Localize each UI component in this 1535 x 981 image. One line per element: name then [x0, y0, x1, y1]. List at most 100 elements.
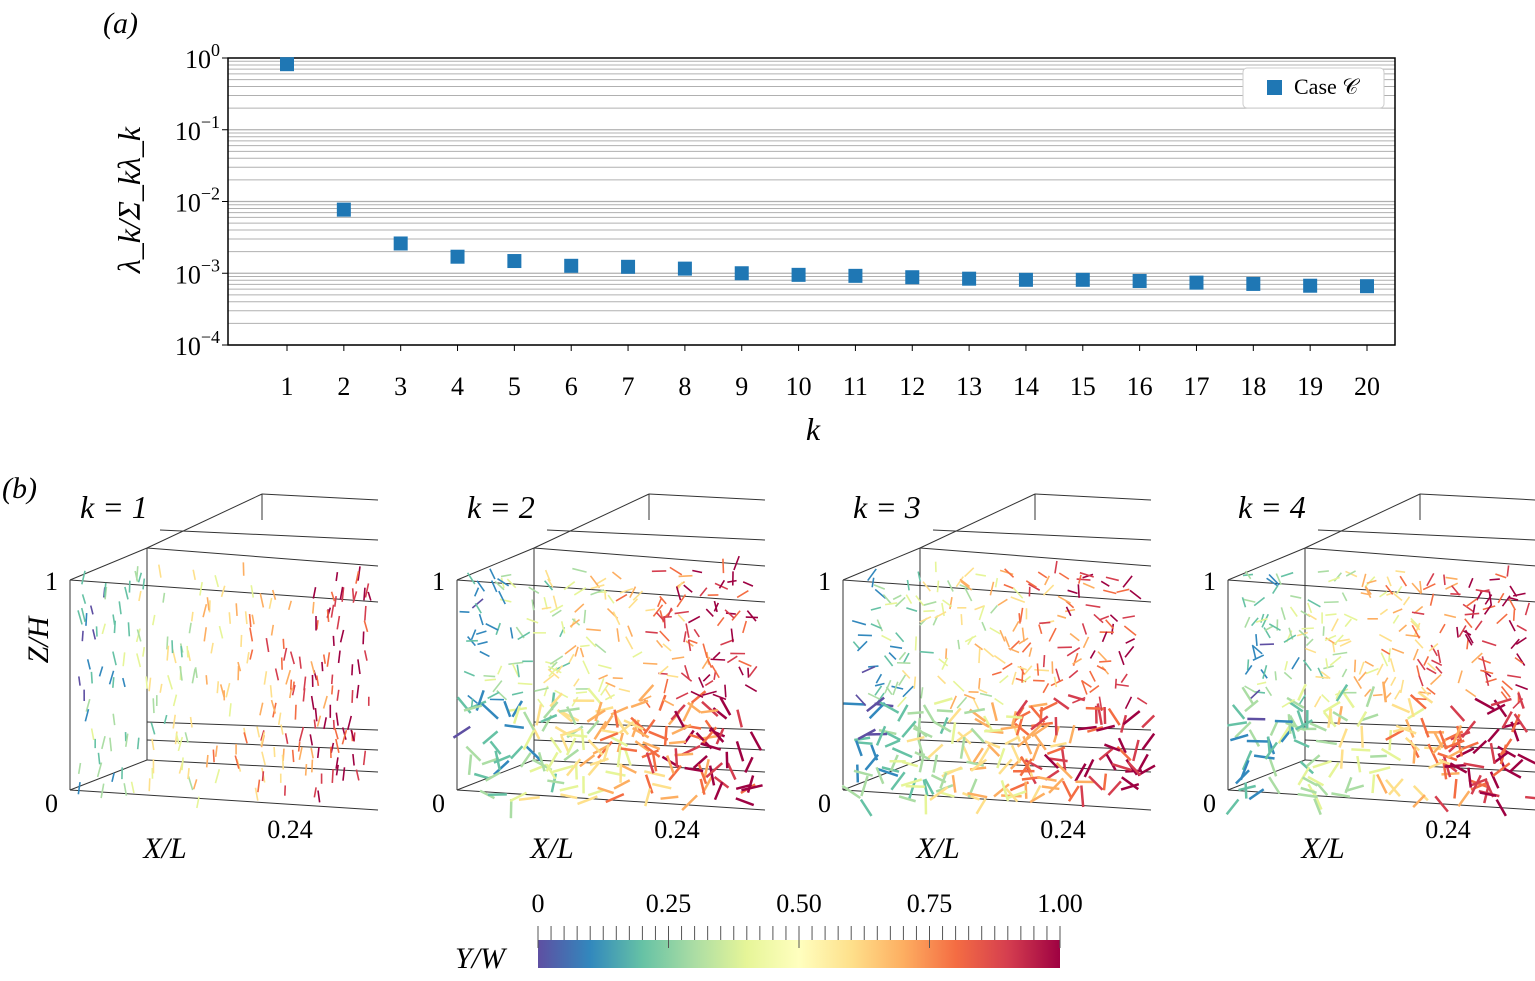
velocity-arrow	[335, 712, 339, 726]
velocity-arrow	[1024, 759, 1043, 771]
velocity-arrow	[136, 629, 142, 642]
velocity-arrow	[1034, 668, 1050, 672]
velocity-arrow	[135, 566, 139, 581]
velocity-arrow	[312, 587, 317, 599]
velocity-arrow	[913, 676, 917, 689]
velocity-arrow	[1004, 735, 1020, 746]
box-edge	[919, 493, 1036, 549]
velocity-arrow	[674, 610, 689, 615]
z-tick-label: 1	[432, 567, 445, 596]
velocity-arrow	[1351, 748, 1371, 752]
box-edge	[1304, 547, 1535, 567]
velocity-arrow	[902, 652, 910, 664]
box-edge	[146, 721, 379, 731]
velocity-arrow	[923, 609, 935, 613]
velocity-arrow	[951, 775, 957, 793]
velocity-arrow	[660, 795, 679, 800]
velocity-arrow	[1325, 613, 1337, 616]
velocity-arrow	[337, 650, 341, 664]
velocity-arrow	[166, 645, 170, 661]
velocity-arrow	[1444, 613, 1457, 619]
velocity-arrow	[946, 580, 954, 592]
velocity-arrow	[1443, 739, 1465, 750]
velocity-arrow	[688, 639, 698, 645]
velocity-arrow	[332, 635, 335, 647]
velocity-arrow	[1320, 670, 1331, 680]
velocity-arrow	[1388, 778, 1404, 796]
velocity-arrow	[138, 590, 142, 602]
velocity-arrow	[1442, 761, 1448, 780]
velocity-arrow	[1490, 697, 1512, 707]
velocity-arrow	[1423, 656, 1430, 666]
velocity-arrow	[1141, 732, 1156, 751]
data-point	[1018, 272, 1033, 287]
velocity-arrow	[1313, 798, 1322, 816]
velocity-arrow	[112, 651, 117, 666]
velocity-arrow	[81, 594, 87, 605]
velocity-arrow	[1307, 599, 1321, 608]
velocity-arrow	[1380, 652, 1389, 667]
velocity-arrow	[1031, 743, 1041, 762]
velocity-arrow	[1015, 699, 1029, 716]
velocity-arrow	[351, 664, 354, 676]
velocity-arrow	[1280, 571, 1294, 578]
velocity-arrow	[489, 740, 502, 755]
velocity-arrow	[511, 663, 520, 677]
velocity-arrow	[1082, 582, 1095, 589]
velocity-arrow	[924, 778, 935, 795]
velocity-arrow	[202, 604, 208, 618]
velocity-arrow	[263, 671, 268, 685]
velocity-arrow	[1506, 565, 1510, 577]
velocity-arrow	[891, 747, 913, 759]
velocity-arrow	[628, 598, 639, 609]
velocity-arrow	[1021, 642, 1032, 653]
velocity-arrow	[1293, 738, 1310, 749]
velocity-arrow	[1321, 694, 1330, 703]
velocity-arrow	[594, 701, 603, 722]
velocity-arrow	[854, 740, 863, 757]
velocity-arrow	[1048, 777, 1065, 794]
velocity-arrow	[1275, 573, 1282, 586]
velocity-arrow	[563, 748, 580, 762]
velocity-arrow	[172, 714, 176, 729]
velocity-arrow	[494, 580, 505, 591]
velocity-arrow	[1302, 776, 1319, 787]
velocity-arrow	[1429, 674, 1442, 686]
velocity-arrow	[548, 666, 558, 677]
velocity-arrow	[508, 661, 524, 666]
velocity-arrow	[615, 593, 628, 602]
velocity-arrow	[543, 674, 555, 684]
velocity-arrow	[856, 741, 873, 746]
data-point	[450, 249, 465, 264]
velocity-arrow	[870, 606, 882, 611]
velocity-arrow	[854, 736, 871, 742]
velocity-arrow	[620, 764, 637, 774]
velocity-arrow	[658, 665, 669, 675]
velocity-arrow	[277, 712, 282, 726]
velocity-arrow	[662, 699, 675, 707]
velocity-arrow	[856, 764, 860, 783]
velocity-arrow	[702, 673, 711, 682]
velocity-arrow	[309, 734, 314, 746]
velocity-arrow	[1331, 792, 1351, 798]
velocity-arrow	[978, 678, 981, 689]
velocity-arrow	[1008, 647, 1020, 654]
velocity-arrow	[1022, 735, 1033, 755]
velocity-arrow	[704, 679, 714, 687]
velocity-arrow	[1234, 721, 1252, 739]
velocity-arrow	[1116, 588, 1130, 594]
x-tick-label: 10	[786, 372, 812, 401]
velocity-arrow	[964, 567, 975, 578]
velocity-arrow	[885, 731, 901, 742]
velocity-arrow	[1411, 582, 1422, 595]
data-point	[1189, 275, 1204, 290]
velocity-arrow	[1093, 613, 1104, 624]
velocity-arrow	[1266, 577, 1279, 587]
velocity-arrow	[996, 747, 1006, 769]
velocity-arrow	[741, 784, 763, 792]
y-axis-label: λ_k/Σ_kλ_k	[111, 126, 147, 274]
velocity-arrow	[1307, 775, 1325, 787]
velocity-arrow	[1315, 739, 1337, 746]
velocity-arrow	[112, 713, 116, 726]
velocity-arrow	[612, 611, 621, 626]
